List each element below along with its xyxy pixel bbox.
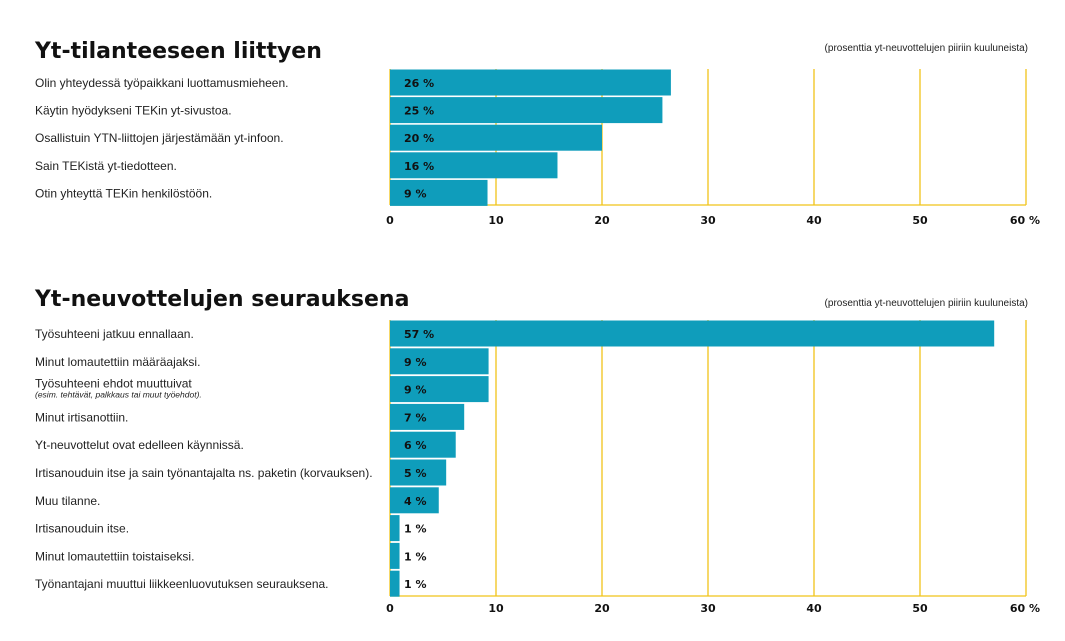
category-label: Yt-neuvottelut ovat edelleen käynnissä. [35,438,244,452]
value-label: 26 % [404,77,434,90]
value-label: 9 % [404,187,427,200]
bar [390,542,400,569]
bar [390,459,447,486]
x-tick-label: 30 [700,214,716,227]
value-label: 16 % [404,160,434,173]
bar [390,570,400,597]
bar [390,376,489,403]
x-tick-label: 60 % [1010,214,1040,227]
value-label: 20 % [404,132,434,145]
category-label: Muu tilanne. [35,494,100,508]
category-label: Irtisanouduin itse. [35,522,129,536]
category-label: Irtisanouduin itse ja sain työnantajalta… [35,466,373,480]
category-label: Työsuhteeni jatkuu ennallaan. [35,327,194,341]
x-tick-label: 0 [386,602,394,615]
x-tick-label: 30 [700,602,716,615]
x-tick-label: 50 [912,602,928,615]
x-tick-label: 10 [488,602,504,615]
category-label: Käytin hyödykseni TEKin yt-sivustoa. [35,104,232,118]
x-tick-label: 10 [488,214,504,227]
value-label: 1 % [404,523,427,536]
bar [390,124,602,151]
bar [390,348,489,375]
category-label: Työsuhteeni ehdot muuttuivat [35,377,192,391]
x-tick-label: 40 [806,602,822,615]
bar [390,403,465,430]
value-label: 7 % [404,411,427,424]
value-label: 1 % [404,578,427,591]
category-label: Työnantajani muuttui liikkeenluovutuksen… [35,577,329,591]
category-label: Minut lomautettiin toistaiseksi. [35,549,194,563]
x-tick-label: 0 [386,214,394,227]
category-label: Olin yhteydessä työpaikkani luottamusmie… [35,76,288,90]
bar [390,69,671,96]
chart-title: Yt-tilanteeseen liittyen [34,39,322,64]
bar [390,320,995,347]
chart-subtitle: (prosenttia yt-neuvottelujen piiriin kuu… [825,298,1028,309]
x-tick-label: 50 [912,214,928,227]
x-tick-label: 20 [594,602,610,615]
value-label: 9 % [404,384,427,397]
category-label: Minut lomautettiin määräajaksi. [35,355,200,369]
x-tick-label: 20 [594,214,610,227]
x-tick-label: 60 % [1010,602,1040,615]
value-label: 1 % [404,550,427,563]
bar [390,487,439,514]
value-label: 6 % [404,439,427,452]
value-label: 57 % [404,328,434,341]
category-label: Minut irtisanottiin. [35,410,128,424]
bar [390,152,558,179]
value-label: 9 % [404,356,427,369]
bar [390,179,488,206]
chart-title: Yt-neuvottelujen seurauksena [34,287,409,312]
chart-subtitle: (prosenttia yt-neuvottelujen piiriin kuu… [825,43,1028,54]
category-label: Otin yhteyttä TEKin henkilöstöön. [35,186,212,200]
bar [390,515,400,542]
value-label: 5 % [404,467,427,480]
value-label: 25 % [404,105,434,118]
bar [390,431,456,458]
category-label: Osallistuin YTN-liittojen järjestämään y… [35,131,284,145]
value-label: 4 % [404,495,427,508]
category-note: (esim. tehtävät, palkkaus tai muut työeh… [35,390,202,400]
bar [390,97,663,124]
category-label: Sain TEKistä yt-tiedotteen. [35,159,177,173]
x-tick-label: 40 [806,214,822,227]
